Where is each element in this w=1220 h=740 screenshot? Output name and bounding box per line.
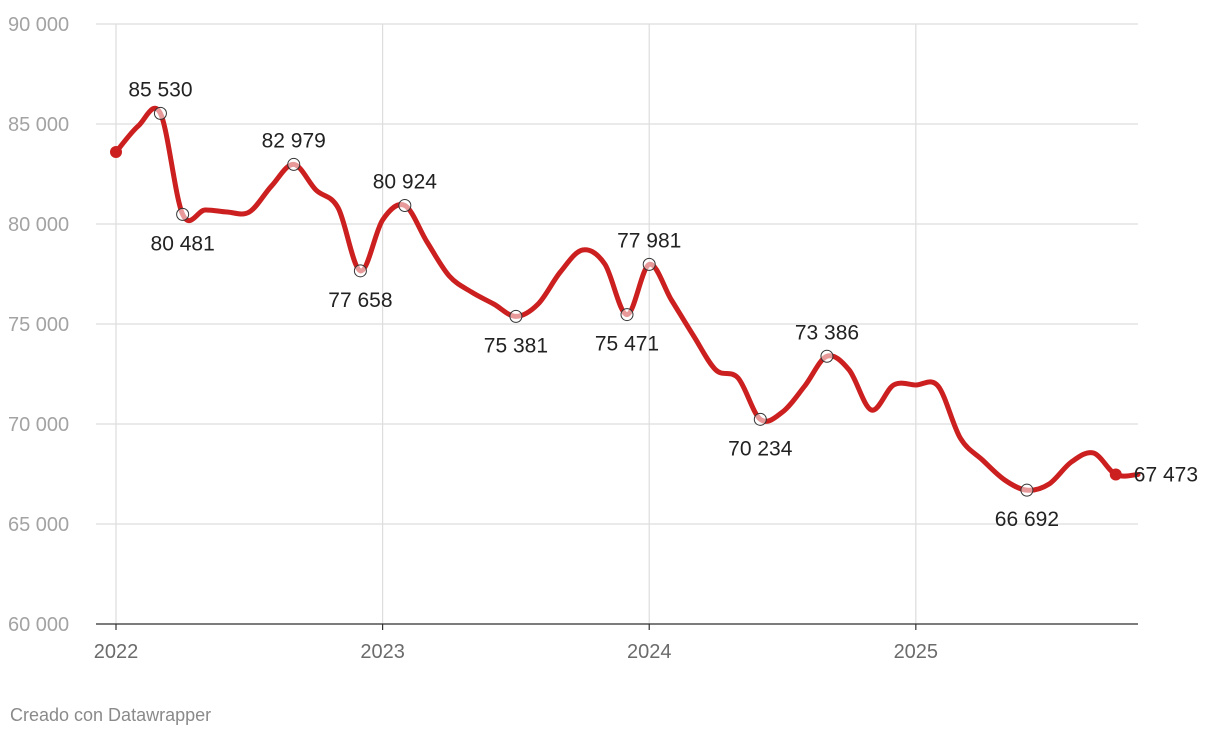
- point-marker: [620, 308, 634, 322]
- y-tick-label: 85 000: [8, 114, 69, 136]
- x-tick-label: 2024: [627, 641, 672, 663]
- data-label: 77 658: [328, 289, 392, 312]
- point-marker: [287, 157, 301, 171]
- point-marker: [353, 264, 367, 278]
- x-tick-label: 2022: [94, 641, 139, 663]
- data-label: 82 979: [262, 129, 326, 152]
- data-label: 75 471: [595, 333, 659, 356]
- series: [113, 105, 1141, 493]
- x-tick-label: 2023: [360, 641, 405, 663]
- grid: [96, 23, 1138, 625]
- data-label: 77 981: [617, 229, 681, 252]
- y-tick-label: 80 000: [8, 214, 69, 236]
- y-tick-label: 60 000: [8, 614, 69, 636]
- y-tick-label: 75 000: [8, 314, 69, 336]
- data-label: 73 386: [795, 321, 859, 344]
- markers: [110, 106, 1122, 497]
- footer-credit: Creado con Datawrapper: [10, 705, 212, 725]
- point-marker: [1020, 483, 1034, 497]
- point-marker: [642, 257, 656, 271]
- point-marker: [820, 349, 834, 363]
- y-tick-label: 70 000: [8, 414, 69, 436]
- data-label: 67 473: [1134, 464, 1198, 487]
- x-tick-label: 2025: [894, 641, 939, 663]
- point-marker: [753, 412, 767, 426]
- end-point-marker: [1109, 468, 1122, 481]
- axes: 60 000 65 000 70 000 75 000 80 000 85 000 90 0…: [8, 14, 1138, 663]
- data-label: 80 481: [151, 232, 215, 255]
- y-tick-label: 90 000: [8, 14, 69, 36]
- data-label: 80 924: [373, 171, 438, 194]
- data-label: 85 530: [128, 78, 192, 101]
- data-label: 75 381: [484, 334, 548, 357]
- point-marker: [153, 106, 167, 120]
- series-line: [113, 105, 1141, 493]
- data-label: 66 692: [995, 508, 1059, 531]
- chart-canvas: 60 000 65 000 70 000 75 000 80 000 85 000 90 0…: [8, 14, 1198, 663]
- point-marker: [509, 309, 523, 323]
- point-marker: [398, 199, 412, 213]
- y-tick-label: 65 000: [8, 514, 69, 536]
- start-point-marker: [110, 146, 122, 158]
- data-labels: 85 530 80 481 82 979 77 658 80 924 75 381 75 4…: [128, 78, 1198, 531]
- data-label: 70 234: [728, 437, 793, 460]
- point-marker: [176, 207, 190, 221]
